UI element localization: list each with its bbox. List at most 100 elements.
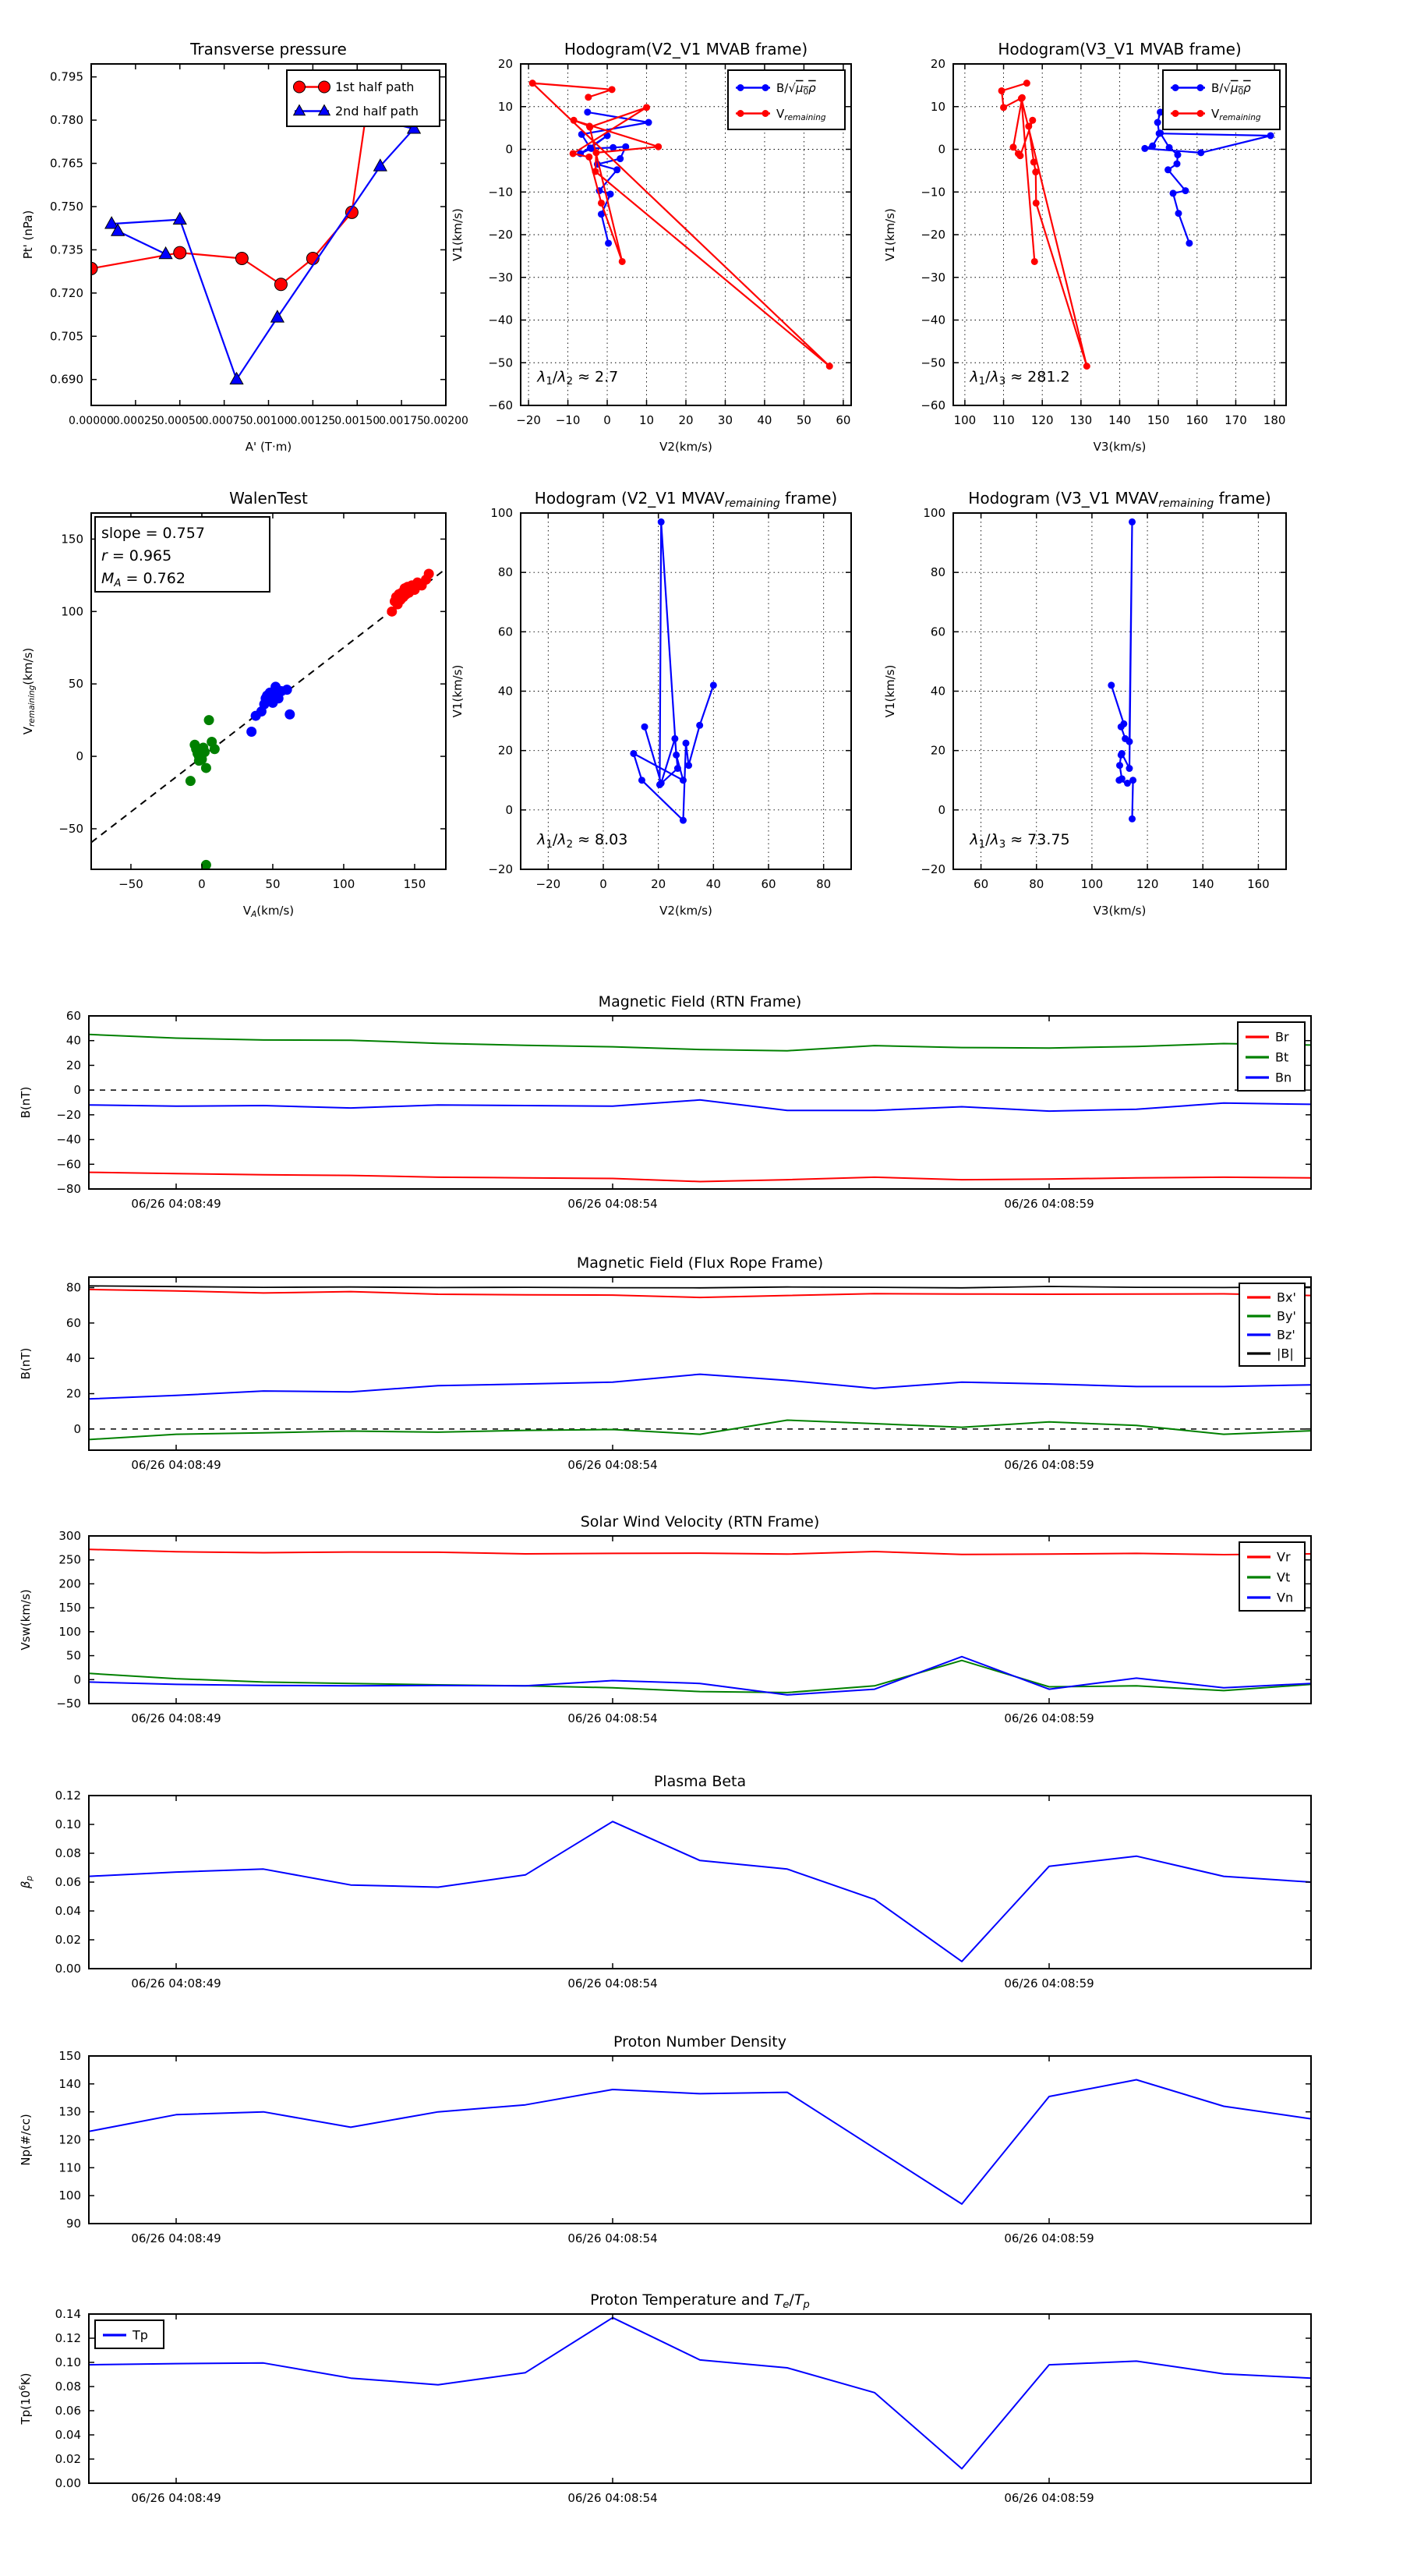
marker-circle [91, 261, 98, 275]
x-tick-label: 0.00200 [423, 415, 468, 427]
transverse-pressure-xlabel: A' (T·m) [246, 440, 292, 454]
axes-border [88, 1015, 1312, 1190]
marker-dot [630, 749, 638, 757]
hodogram-v3v1-mvav-xlabel: V3(km/s) [1094, 904, 1147, 918]
ticks [89, 1535, 1311, 1704]
x-tick-label: 06/26 04:08:59 [1004, 1711, 1094, 1725]
x-tick-label: 50 [265, 877, 280, 891]
series-Np [89, 2079, 1311, 2205]
series-group [89, 1285, 1311, 1441]
walen-test-ylabel: Vremaining(km/s) [21, 648, 37, 734]
series-group [91, 108, 422, 385]
panel-magnetic-field-rtn: 06/26 04:08:49 06/26 04:08:54 06/26 04:08:… [19, 993, 1312, 1211]
marker-dot [1157, 129, 1164, 137]
y-tick-label: 40 [498, 685, 513, 699]
x-tick-label: 06/26 04:08:49 [131, 1711, 221, 1725]
x-tick-label: 0.00100 [246, 415, 292, 427]
x-tick-label: 80 [816, 877, 831, 891]
marker-dot [1029, 116, 1037, 124]
y-tick-label: 0.00 [55, 2476, 81, 2490]
marker-dot [696, 721, 704, 729]
marker-dot [673, 765, 681, 773]
hodogram-v2v1-mvav-xlabel: V2(km/s) [659, 904, 712, 918]
panel-hodogram-v3v1-mvab: 100 110 120 130 140 150 160 170 180−60−50−40−30−… [883, 40, 1287, 454]
y-tick-label: 100 [58, 1625, 81, 1639]
x-tick-label: 06/26 04:08:59 [1004, 1458, 1094, 1472]
y-tick-label: −20 [921, 862, 945, 876]
panel-magnetic-field-flux-rope: 06/26 04:08:49 06/26 04:08:54 06/26 04:08:… [19, 1254, 1312, 1472]
marker-dot [1197, 149, 1205, 157]
marker-triangle [110, 223, 125, 236]
x-tick-label: 60 [761, 877, 776, 891]
series-1st-half-path [91, 114, 367, 285]
series-group [998, 80, 1274, 370]
stat-line: MA = 0.762 [101, 570, 186, 589]
marker-dot [1129, 518, 1136, 525]
marker-dot [1164, 166, 1172, 174]
series-group [1108, 518, 1137, 823]
marker-dot [655, 143, 663, 150]
marker-dot [1175, 210, 1182, 218]
y-tick-label: 0.02 [55, 2452, 81, 2466]
series-Br [89, 1171, 1311, 1183]
marker-dot [643, 104, 651, 111]
y-tick-label: 0 [938, 143, 945, 157]
panel-walen-test: −50 0 50 100 150 −50 0 50 100 150 WalenTest VA(km/s… [21, 489, 447, 919]
x-tick-label: 80 [1029, 877, 1044, 891]
y-tick-label: 110 [58, 2160, 81, 2174]
y-tick-label: −60 [488, 398, 513, 412]
x-tick-label: 30 [718, 413, 733, 427]
annotation: λ1/λ3 ≈ 73.75 [969, 831, 1069, 851]
marker-dot [617, 155, 624, 163]
marker-dot [618, 257, 626, 265]
axes-border [88, 1795, 1312, 1969]
series-2nd-half-path [111, 116, 415, 380]
y-tick-label: 250 [58, 1553, 81, 1567]
y-tick-label: 130 [58, 2105, 81, 2119]
x-tick-label: 06/26 04:08:49 [131, 1458, 221, 1472]
panel-proton-temperature: 06/26 04:08:49 06/26 04:08:54 06/26 04:08:… [18, 2291, 1312, 2505]
marker-triangle [229, 371, 244, 385]
x-tick-label: 20 [651, 877, 666, 891]
ticks [953, 512, 1286, 870]
y-tick-label: 20 [66, 1058, 81, 1072]
marker-dot [1149, 142, 1157, 150]
marker-dot [1126, 738, 1133, 745]
marker-dot [1196, 84, 1204, 91]
ticks [89, 2055, 1311, 2224]
marker-dot [1025, 122, 1033, 130]
y-tick-label: 60 [66, 1009, 81, 1023]
y-tick-label: 0.08 [55, 2380, 81, 2394]
series-group [630, 518, 717, 824]
x-tick-label: 100 [1081, 877, 1104, 891]
marker-dot [671, 734, 679, 742]
x-tick-label: 06/26 04:08:54 [567, 2491, 657, 2505]
legend-label: 1st half path [335, 80, 414, 94]
x-tick-label: 60 [974, 877, 988, 891]
hodogram-v3v1-mvab-ylabel: V1(km/s) [883, 208, 897, 261]
marker-dot [1032, 168, 1040, 176]
marker-triangle [373, 158, 387, 172]
marker-dot [610, 143, 617, 151]
y-tick-label: 60 [498, 625, 513, 639]
x-tick-label: 160 [1186, 413, 1208, 427]
x-tick-label: 20 [678, 413, 693, 427]
x-tick-label: 06/26 04:08:49 [131, 1976, 221, 1990]
legend-label: Vremaining [776, 107, 826, 122]
x-tick-label: −50 [118, 877, 143, 891]
marker-triangle [158, 246, 173, 260]
marker-circle [293, 80, 306, 94]
y-tick-label: 0.02 [55, 1933, 81, 1947]
x-tick-label: 100 [333, 877, 355, 891]
marker-circle [318, 80, 330, 94]
marker-dot [1108, 681, 1115, 689]
y-tick-label: −30 [921, 271, 945, 285]
plasma-beta-ylabel: βp [19, 1876, 34, 1890]
marker-dot [998, 87, 1005, 94]
marker-triangle [406, 121, 422, 134]
panel-transverse-pressure: 0.000000.000250.000500.000750.001000.001… [21, 40, 468, 454]
y-tick-label: 0.765 [50, 157, 83, 171]
annotation: λ1/λ3 ≈ 281.2 [969, 368, 1069, 387]
proton-number-density-ylabel: Np(#/cc) [19, 2114, 33, 2166]
